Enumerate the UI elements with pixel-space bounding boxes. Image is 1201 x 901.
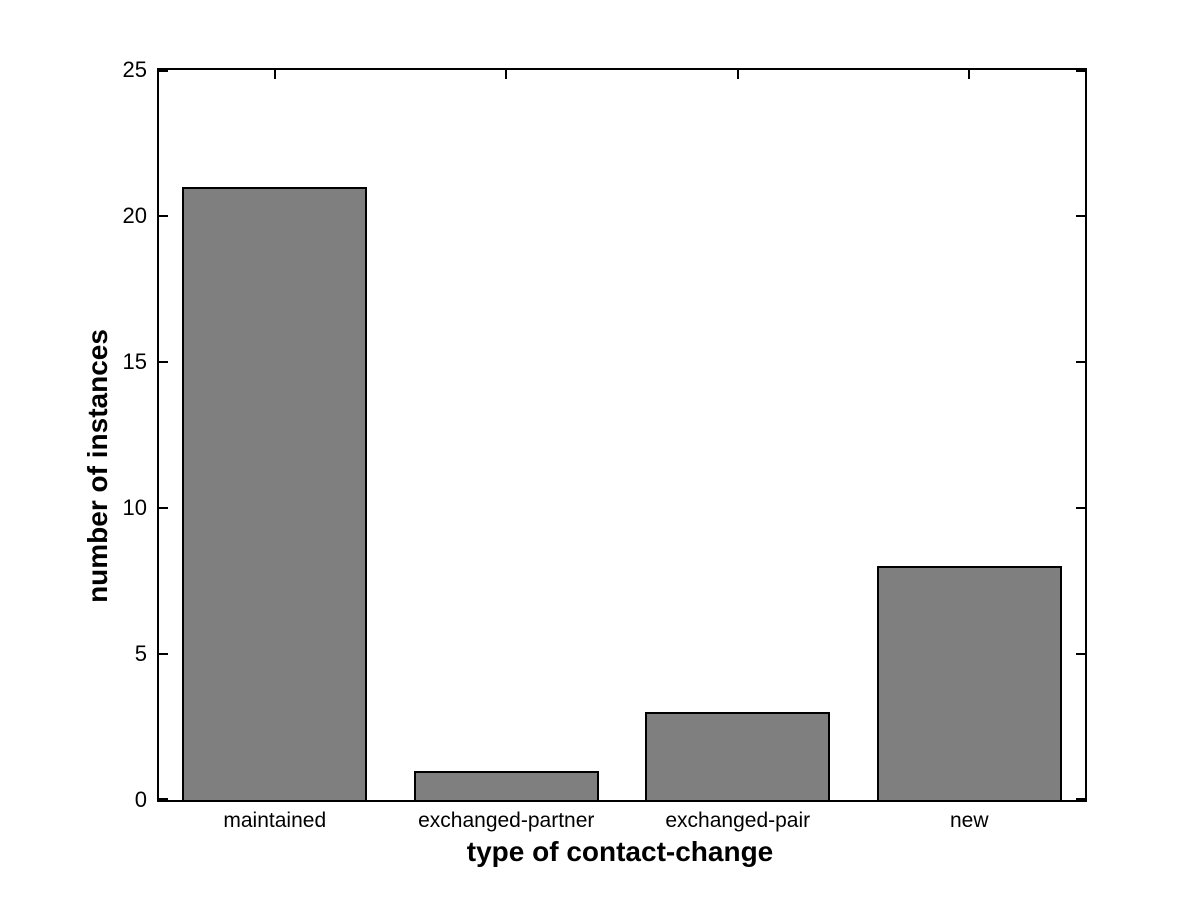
y-axis-left-tick xyxy=(159,361,168,363)
y-axis-left-tick xyxy=(159,215,168,217)
x-axis-top-tick xyxy=(968,70,971,79)
y-axis-left-tick xyxy=(159,507,168,509)
x-tick-label-exchanged-pair: exchanged-pair xyxy=(665,809,811,832)
y-tick-label-15: 15 xyxy=(122,349,147,374)
x-axis-top-tick xyxy=(736,70,739,79)
bar-exchanged-partner xyxy=(413,770,599,800)
y-tick-label-0: 0 xyxy=(134,787,147,812)
y-axis-right-tick xyxy=(1076,70,1085,72)
y-axis-left-tick xyxy=(159,653,168,655)
bar-new xyxy=(876,566,1062,800)
plot-area xyxy=(157,68,1087,802)
x-axis-top-tick xyxy=(273,70,276,79)
y-axis-right-tick xyxy=(1076,507,1085,509)
y-tick-label-10: 10 xyxy=(122,495,147,520)
x-tick-label-exchanged-partner: exchanged-partner xyxy=(418,809,595,832)
y-axis-left-tick xyxy=(159,798,168,800)
y-axis-left-tick xyxy=(159,70,168,72)
y-tick-label-20: 20 xyxy=(122,203,147,228)
y-axis-right-tick xyxy=(1076,798,1085,800)
y-tick-label-5: 5 xyxy=(134,641,147,666)
y-axis-right-tick xyxy=(1076,361,1085,363)
x-axis-label: type of contact-change xyxy=(466,836,774,867)
y-tick-label-25: 25 xyxy=(122,57,147,82)
x-tick-label-new: new xyxy=(949,809,989,832)
y-axis-right-tick xyxy=(1076,215,1085,217)
bar-maintained xyxy=(182,186,368,800)
y-axis-right-tick xyxy=(1076,653,1085,655)
bar-exchanged-pair xyxy=(645,712,831,800)
x-axis-top-tick xyxy=(505,70,508,79)
x-tick-label-maintained: maintained xyxy=(223,809,327,832)
